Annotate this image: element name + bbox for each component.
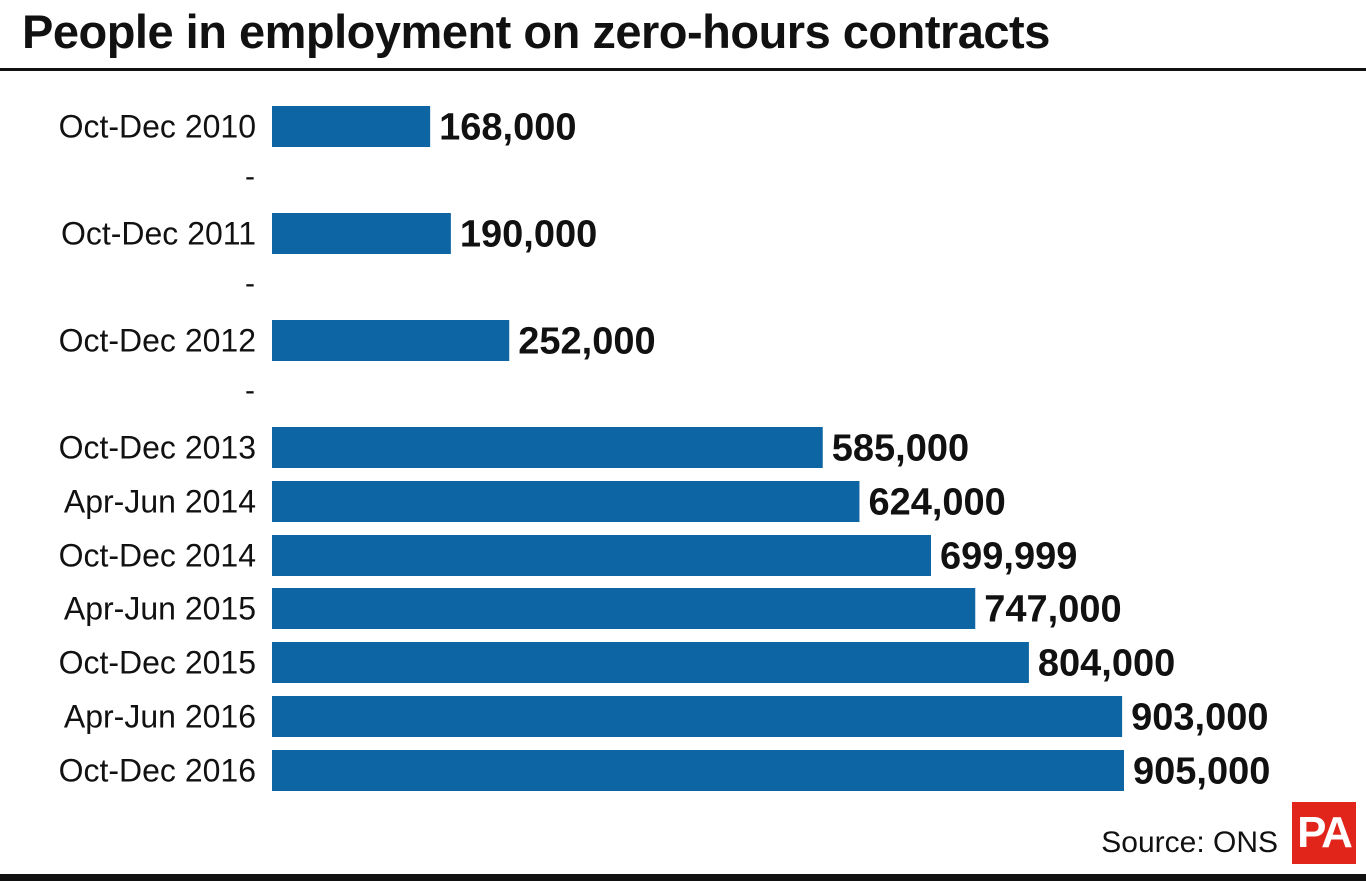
category-label: Oct-Dec 2013	[59, 430, 256, 466]
value-label: 190,000	[460, 214, 597, 256]
value-label: 747,000	[984, 589, 1121, 631]
bar	[272, 535, 932, 576]
bar	[272, 750, 1124, 791]
axis-break-marker: -	[245, 160, 255, 193]
bar	[272, 427, 823, 468]
category-label: Oct-Dec 2011	[61, 216, 256, 252]
value-label: 903,000	[1131, 697, 1268, 739]
value-label: 699,999	[940, 536, 1077, 578]
value-label: 905,000	[1133, 751, 1270, 793]
bottom-rule	[0, 874, 1366, 881]
category-label: Oct-Dec 2014	[59, 538, 256, 574]
bar	[272, 106, 431, 147]
pa-logo: PA	[1292, 802, 1356, 864]
bar	[272, 213, 451, 254]
category-label: Oct-Dec 2015	[59, 645, 256, 681]
axis-break-marker: -	[245, 267, 255, 300]
axis-break-marker: -	[245, 374, 255, 407]
category-label: Apr-Jun 2014	[64, 484, 256, 520]
bar	[272, 481, 860, 522]
value-label: 624,000	[868, 482, 1005, 524]
category-label: Oct-Dec 2010	[59, 109, 256, 145]
bar	[272, 588, 976, 629]
bar	[272, 696, 1123, 737]
value-label: 804,000	[1038, 643, 1175, 685]
value-label: 168,000	[439, 107, 576, 149]
category-label: Oct-Dec 2016	[59, 753, 256, 789]
bar	[272, 642, 1029, 683]
value-label: 585,000	[832, 428, 969, 470]
source-label: Source: ONS	[1101, 826, 1278, 859]
title-rule	[0, 68, 1366, 71]
chart-title: People in employment on zero-hours contr…	[22, 5, 1050, 58]
category-label: Apr-Jun 2016	[64, 699, 256, 735]
bar	[272, 320, 510, 361]
category-label: Oct-Dec 2012	[59, 323, 256, 359]
value-label: 252,000	[518, 321, 655, 363]
category-label: Apr-Jun 2015	[64, 591, 256, 627]
